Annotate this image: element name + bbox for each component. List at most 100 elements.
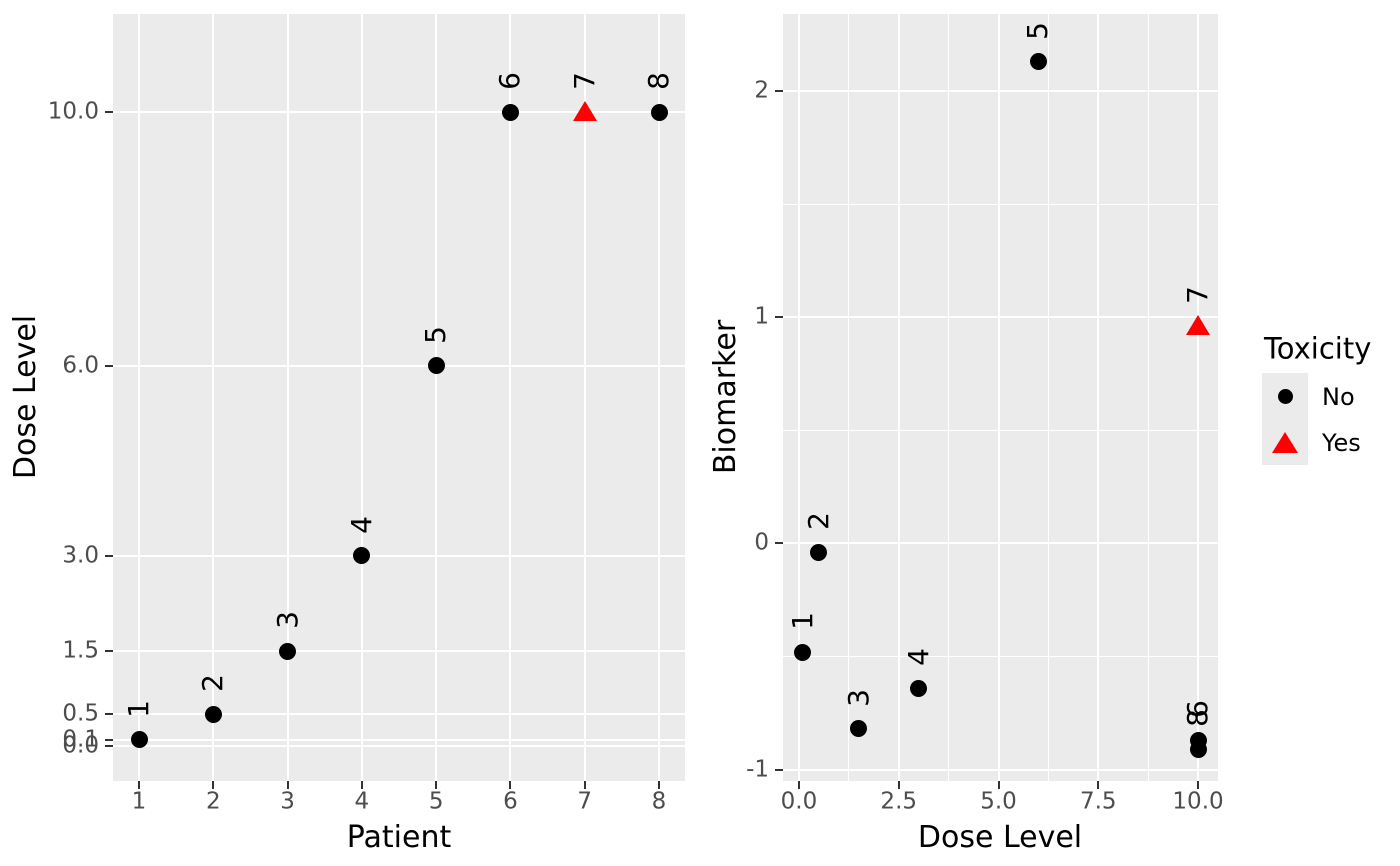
- major-gridline-x: [658, 14, 660, 781]
- y-tick-label: -1: [746, 756, 769, 783]
- x-tick-mark: [997, 781, 1000, 789]
- plot-panel-biomarker-by-dose: [783, 14, 1218, 781]
- left-x-axis-title: Patient: [346, 820, 452, 855]
- data-point-triangle-patient-7: [572, 101, 597, 122]
- x-tick-mark: [583, 781, 586, 789]
- major-gridline-x: [509, 14, 512, 781]
- minor-gridline-x: [1147, 14, 1149, 781]
- minor-gridline-y: [783, 429, 1218, 431]
- point-label-patient-7: 7: [567, 72, 601, 91]
- x-tick-mark: [212, 781, 215, 789]
- right-x-axis-title: Dose Level: [917, 820, 1083, 855]
- data-point-circle-patient-5: [1029, 53, 1047, 70]
- minor-gridline-y: [783, 203, 1218, 205]
- y-tick-label: 1.5: [62, 637, 99, 664]
- triangle-yes-icon: [1272, 432, 1298, 453]
- minor-gridline-x: [1047, 14, 1049, 781]
- point-label-patient-3: 3: [841, 689, 875, 707]
- data-point-circle-patient-3: [279, 642, 297, 660]
- major-gridline-y: [113, 111, 685, 114]
- minor-gridline-x: [848, 14, 850, 781]
- major-gridline-y: [113, 713, 685, 716]
- x-tick-mark: [509, 781, 512, 789]
- x-tick-label: 0.0: [780, 788, 818, 815]
- data-point-circle-patient-5: [427, 357, 445, 375]
- major-gridline-x: [138, 14, 140, 781]
- y-tick-mark: [105, 554, 113, 557]
- major-gridline-x: [212, 14, 215, 781]
- data-point-circle-patient-1: [130, 731, 148, 749]
- y-tick-mark: [105, 111, 113, 114]
- data-point-circle-patient-2: [204, 705, 222, 723]
- data-point-circle-patient-1: [794, 643, 812, 661]
- x-tick-label: 5: [428, 788, 444, 815]
- point-label-patient-6: 6: [493, 72, 527, 91]
- major-gridline-y: [783, 89, 1218, 92]
- data-point-circle-patient-4: [910, 679, 928, 697]
- y-tick-mark: [105, 745, 113, 748]
- major-gridline-x: [583, 14, 586, 781]
- y-tick-mark: [105, 713, 113, 716]
- x-tick-mark: [138, 781, 140, 789]
- x-tick-label: 1: [131, 788, 147, 815]
- x-tick-label: 3: [280, 788, 295, 815]
- major-gridline-x: [797, 14, 800, 781]
- data-point-circle-patient-3: [850, 720, 868, 738]
- point-label-patient-8: 8: [1181, 709, 1215, 728]
- point-label-patient-4: 4: [344, 516, 378, 534]
- data-point-circle-patient-4: [353, 547, 371, 565]
- x-tick-label: 7: [577, 788, 593, 815]
- left-y-axis-title: Dose Level: [8, 314, 43, 480]
- major-gridline-x: [997, 14, 1000, 781]
- x-tick-label: 4: [354, 788, 370, 815]
- plot-panel-dose-by-patient: [113, 14, 685, 781]
- data-point-triangle-patient-7: [1186, 315, 1211, 336]
- point-label-patient-5: 5: [419, 325, 453, 344]
- minor-gridline-x: [948, 14, 950, 781]
- y-tick-mark: [105, 364, 113, 367]
- major-gridline-x: [1097, 14, 1100, 781]
- y-tick-label: 10.0: [47, 98, 99, 125]
- y-tick-mark: [105, 738, 113, 741]
- point-label-patient-3: 3: [270, 611, 304, 629]
- y-tick-mark: [775, 316, 783, 319]
- y-tick-label: 3.0: [62, 542, 99, 569]
- point-label-patient-2: 2: [196, 674, 230, 693]
- point-label-patient-8: 8: [642, 72, 675, 91]
- x-tick-label: 2.5: [880, 788, 918, 815]
- data-point-circle-patient-2: [810, 543, 828, 561]
- major-gridline-y: [113, 650, 685, 653]
- legend-key-yes: [1262, 419, 1308, 465]
- point-label-patient-4: 4: [901, 648, 935, 667]
- data-point-circle-patient-8: [1189, 740, 1207, 758]
- major-gridline-y: [783, 768, 1218, 771]
- x-tick-label: 7.5: [1079, 788, 1117, 815]
- major-gridline-y: [113, 738, 685, 741]
- major-gridline-x: [360, 14, 363, 781]
- legend-title: Toxicity: [1264, 331, 1372, 366]
- y-tick-label: 1: [754, 303, 769, 330]
- y-tick-mark: [775, 89, 783, 92]
- x-tick-mark: [435, 781, 438, 789]
- y-tick-mark: [775, 768, 783, 771]
- minor-gridline-y: [783, 656, 1218, 658]
- legend-key-no: [1262, 373, 1308, 419]
- right-y-axis-title: Biomarker: [708, 319, 743, 475]
- major-gridline-y: [113, 554, 685, 557]
- point-label-patient-2: 2: [801, 512, 835, 531]
- legend-label-no: No: [1322, 383, 1355, 411]
- legend-label-yes: Yes: [1322, 429, 1361, 457]
- x-tick-label: 8: [651, 788, 667, 815]
- y-tick-label: 0.5: [62, 700, 99, 727]
- major-gridline-x: [435, 14, 438, 781]
- point-label-patient-1: 1: [785, 612, 819, 630]
- x-tick-mark: [286, 781, 289, 789]
- y-tick-label: 0: [754, 529, 769, 556]
- major-gridline-x: [286, 14, 289, 781]
- major-gridline-y: [783, 316, 1218, 319]
- major-gridline-y: [113, 745, 685, 748]
- major-gridline-y: [113, 364, 685, 367]
- circle-no-icon: [1277, 388, 1293, 404]
- major-gridline-y: [783, 542, 1218, 545]
